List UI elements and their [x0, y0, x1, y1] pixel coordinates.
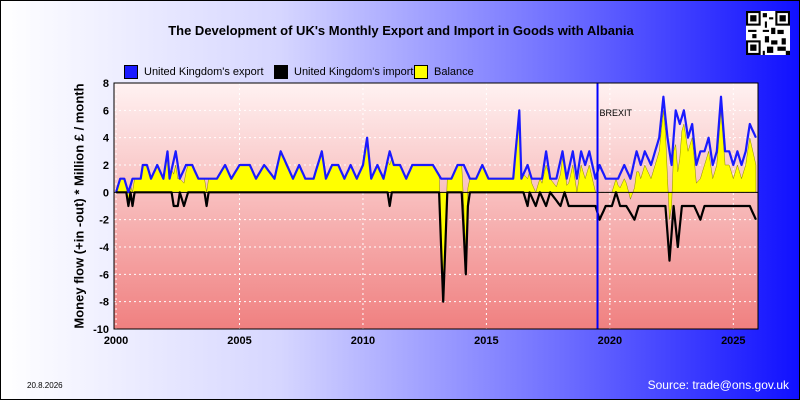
plot-border [113, 82, 759, 330]
legend-label-export: United Kingdom's export [144, 66, 264, 78]
legend-swatch-export [124, 65, 138, 79]
y-tick-label: 0 [103, 187, 109, 199]
y-tick-label: -8 [99, 297, 109, 309]
generation-date: 20.8.2026 [27, 381, 63, 390]
y-tick-label: 4 [103, 133, 110, 145]
series-lines [115, 95, 757, 303]
qr-code-icon [746, 11, 790, 55]
legend-label-import: United Kingdom's import [294, 66, 414, 78]
x-tick-label: 2010 [351, 335, 375, 347]
annotation-layer: BREXIT [596, 83, 633, 329]
y-tick-label: -6 [99, 269, 109, 281]
x-tick-label: 2000 [104, 335, 128, 347]
export-series-line [115, 95, 757, 194]
y-tick-label: 6 [103, 105, 109, 117]
import-series-line [116, 191, 757, 303]
chart-title: The Development of UK's Monthly Export a… [168, 23, 634, 38]
x-tick-label: 2005 [227, 335, 251, 347]
legend-swatch-balance [414, 65, 428, 79]
y-tick-label: -10 [93, 324, 109, 336]
legend-swatch-import [274, 65, 288, 79]
x-tick-label: 2025 [721, 335, 745, 347]
legend-label-balance: Balance [434, 66, 474, 78]
y-tick-label: 2 [103, 160, 109, 172]
source-label: Source: trade@ons.gov.uk [647, 378, 789, 392]
y-tick-label: -2 [99, 215, 109, 227]
x-tick-label: 2020 [598, 335, 622, 347]
x-tick-label: 2015 [474, 335, 498, 347]
y-tick-label: -4 [99, 242, 110, 254]
y-tick-label: 8 [103, 78, 109, 90]
brexit-label: BREXIT [600, 108, 633, 118]
